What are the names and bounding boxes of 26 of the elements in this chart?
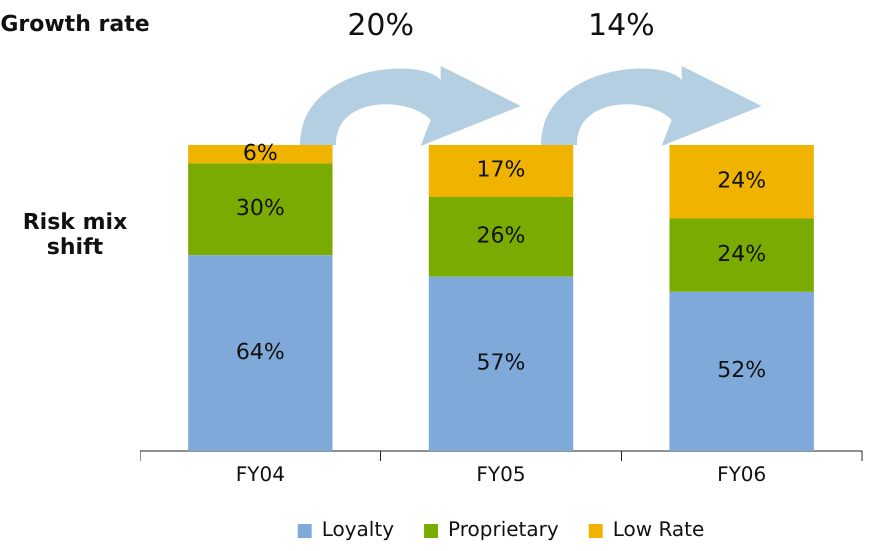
legend-label: Proprietary — [448, 517, 559, 542]
data-label: 30% — [236, 196, 285, 221]
bar — [188, 145, 333, 164]
data-label: 57% — [476, 350, 526, 376]
data-label: 6% — [242, 140, 278, 166]
data-label: 64% — [236, 340, 285, 365]
text: Growth rate — [0, 12, 150, 37]
text: Risk mix shift — [22, 210, 128, 260]
bar — [428, 276, 574, 451]
data-label: 26% — [476, 224, 526, 249]
data-label: 17% — [476, 158, 526, 183]
x-tick-label: FY05 — [476, 462, 526, 486]
text: 20% — [346, 8, 415, 43]
x-tick-label: FY04 — [236, 462, 285, 486]
data-label: 52% — [717, 358, 766, 384]
bar — [188, 255, 333, 451]
bar — [669, 218, 814, 292]
legend-label: Loyalty — [322, 517, 394, 542]
data-label: 24% — [717, 168, 766, 194]
bar — [669, 292, 814, 451]
bar — [188, 163, 333, 256]
bar — [428, 197, 574, 277]
legend-label: Low Rate — [612, 517, 704, 542]
text: 14% — [586, 8, 656, 43]
x-tick-label: FY06 — [717, 462, 766, 486]
data-label: 24% — [717, 242, 766, 267]
